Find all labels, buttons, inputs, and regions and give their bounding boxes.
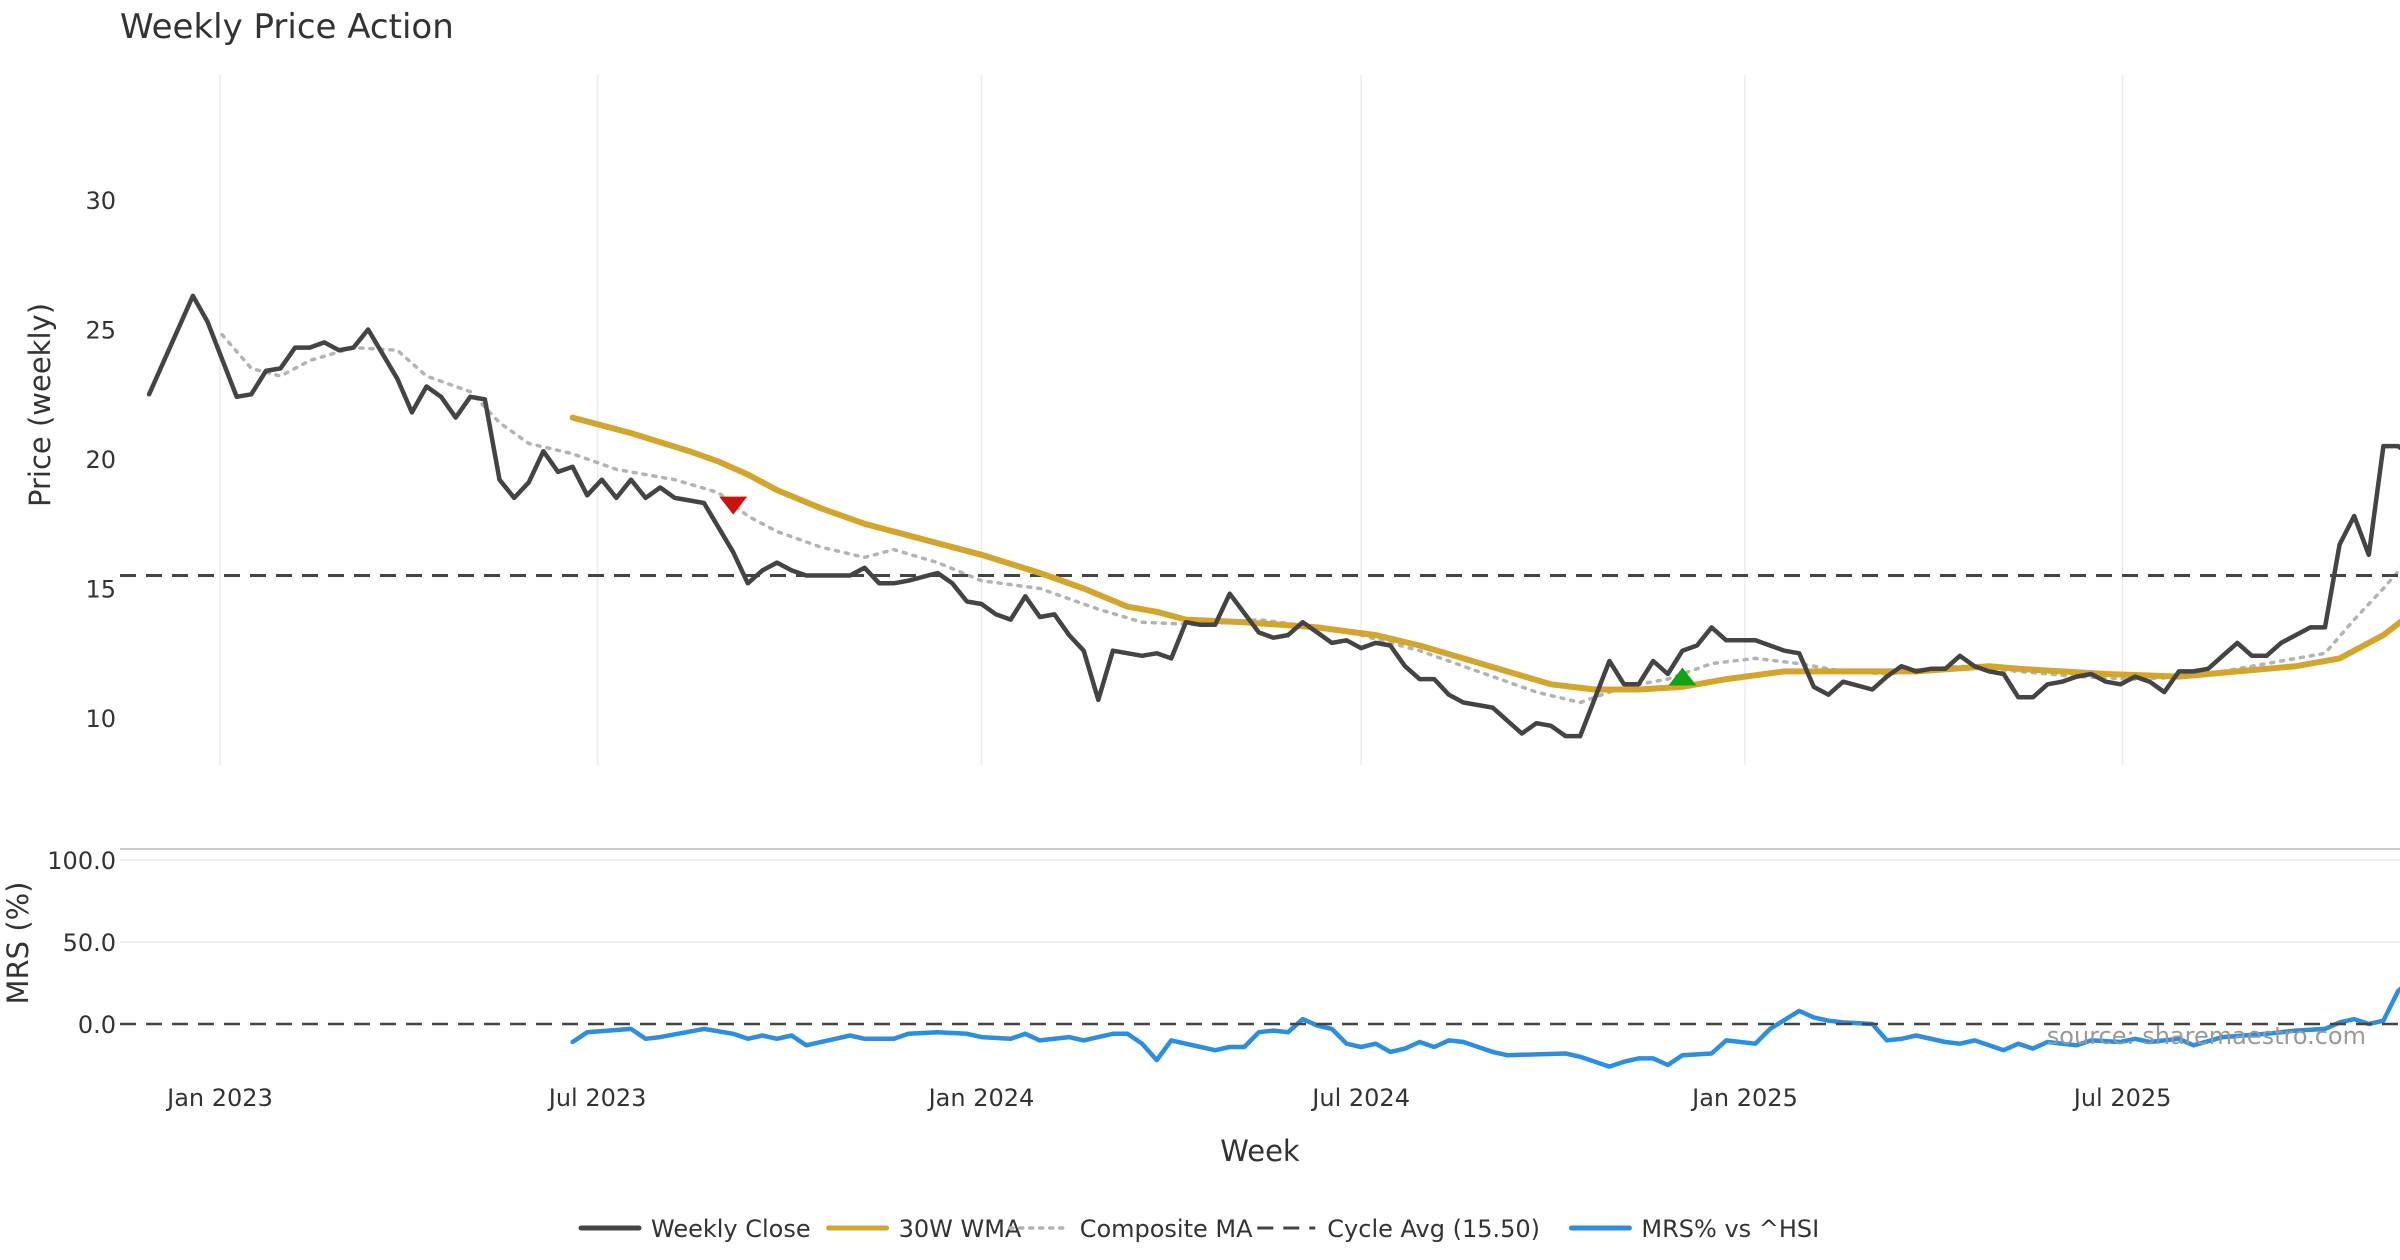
legend-label: Composite MA: [1080, 1215, 1253, 1243]
series-layer: [120, 293, 2400, 1069]
mrs-line: [570, 986, 2400, 1069]
legend-label: Weekly Close: [651, 1215, 811, 1243]
chart-title: Weekly Price Action: [120, 7, 454, 47]
legend-label: Cycle Avg (15.50): [1327, 1215, 1540, 1243]
price-y-tick-label: 20: [85, 446, 116, 474]
x-tick-label: Jan 2023: [165, 1084, 273, 1112]
wma-30w-line: [569, 414, 2400, 693]
x-tick-label: Jan 2025: [1690, 1084, 1798, 1112]
grid-layer: [120, 75, 2400, 943]
price-y-ticks: 10 15 20 25 30: [85, 187, 116, 733]
sell-signal-marker: [719, 496, 748, 515]
mrs-axis-label: MRS (%): [1, 882, 35, 1005]
x-tick-label: Jul 2024: [1310, 1084, 1410, 1112]
x-axis-label: Week: [1220, 1134, 1300, 1168]
price-y-tick-label: 25: [85, 317, 116, 345]
price-y-tick-label: 15: [85, 576, 116, 604]
x-tick-label: Jul 2023: [547, 1084, 647, 1112]
composite-ma-line: [220, 332, 2400, 705]
buy-signal-marker: [1668, 667, 1697, 686]
x-tick-label: Jul 2025: [2072, 1084, 2172, 1112]
mrs-y-ticks: 100.0 50.0 0.0: [47, 847, 116, 1039]
x-tick-label: Jan 2024: [927, 1084, 1035, 1112]
mrs-y-tick-label: 100.0: [47, 847, 116, 875]
mrs-y-tick-label: 50.0: [63, 929, 116, 957]
legend-label: MRS% vs ^HSI: [1641, 1215, 1819, 1243]
marker-layer: [719, 496, 1697, 686]
source-annotation: source: sharemaestro.com: [2047, 1022, 2366, 1050]
legend: Weekly Close 30W WMA Composite MA Cycle Avg…: [578, 1215, 1819, 1243]
x-ticks: Jan 2023 Jul 2023 Jan 2024 Jul 2024 Jan 2025…: [165, 1084, 2171, 1112]
price-y-tick-label: 30: [85, 187, 116, 215]
weekly-close-line: [146, 293, 2400, 739]
price-y-tick-label: 10: [85, 705, 116, 733]
price-axis-label: Price (weekly): [23, 303, 57, 507]
mrs-y-tick-label: 0.0: [78, 1011, 116, 1039]
legend-label: 30W WMA: [899, 1215, 1022, 1243]
